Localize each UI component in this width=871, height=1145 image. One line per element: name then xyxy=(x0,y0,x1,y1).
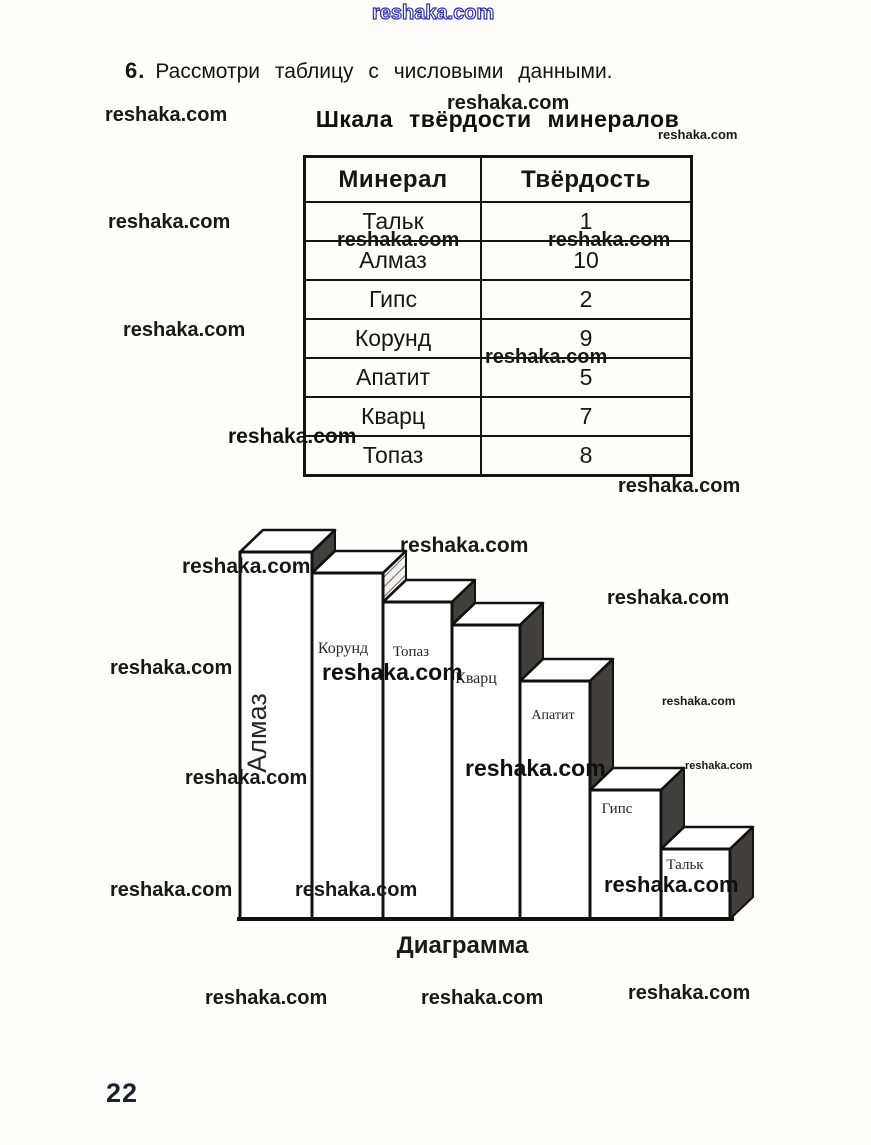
bar-label: Топаз xyxy=(393,644,429,660)
table-row: Кварц 7 xyxy=(306,396,690,435)
watermark: reshaka.com xyxy=(228,425,357,448)
diagram-bar-0 xyxy=(238,528,337,921)
mineral-cell: Гипс xyxy=(306,281,482,318)
watermark: reshaka.com xyxy=(123,319,246,341)
hardness-cell: 10 xyxy=(573,247,599,273)
hardness-cell: 5 xyxy=(579,364,593,390)
mineral-cell: Кварц xyxy=(306,398,482,435)
watermark: reshaka.com xyxy=(618,475,741,497)
task-header: 6. Рассмотри таблицу с числовыми данными. xyxy=(125,58,685,84)
hardness-cell: 1 xyxy=(579,208,593,234)
bar-label: Апатит xyxy=(531,708,574,723)
bar-label: Корунд xyxy=(318,640,368,657)
watermark: reshaka.com xyxy=(628,982,751,1004)
watermark: reshaka.com xyxy=(322,659,463,685)
watermark: reshaka.com xyxy=(110,657,233,679)
mineral-cell: Алмаз xyxy=(306,242,482,279)
watermark: reshaka.com xyxy=(105,104,228,126)
column-header-hardness: Твёрдость xyxy=(521,165,651,193)
watermark: reshaka.com xyxy=(205,987,328,1009)
diagram-bar-1 xyxy=(310,549,408,921)
mineral-cell: Апатит xyxy=(306,359,482,396)
watermark: reshaka.com xyxy=(110,879,233,901)
watermark: reshaka.com xyxy=(337,229,460,251)
mineral-hardness-table: Минерал Твёрдость Тальк 1 Алмаз 10 Гипс 2 Кору… xyxy=(303,155,693,477)
watermark: reshaka.com xyxy=(607,587,730,609)
watermark: reshaka.com xyxy=(548,229,671,251)
table-row: Корунд 9 xyxy=(306,318,690,357)
table-row: Алмаз 10 xyxy=(306,240,690,279)
mineral-cell: Топаз xyxy=(306,437,482,474)
watermark: reshaka.com xyxy=(421,987,544,1009)
watermark: reshaka.com xyxy=(485,346,608,368)
task-number: 6. xyxy=(125,58,146,83)
mineral-cell: Корунд xyxy=(306,320,482,357)
table-row: Топаз 8 xyxy=(306,435,690,474)
hardness-cell: 9 xyxy=(579,325,593,351)
watermark: reshaka.com xyxy=(685,760,753,772)
column-header-mineral: Минерал xyxy=(306,158,482,201)
mineral-cell: Тальк xyxy=(306,203,482,240)
table-row: Апатит 5 xyxy=(306,357,690,396)
watermark: reshaka.com xyxy=(400,534,529,557)
diagram-bar-2 xyxy=(381,578,477,921)
hardness-cell: 8 xyxy=(579,442,593,468)
hardness-cell: 7 xyxy=(579,403,593,429)
table-row: Тальк 1 xyxy=(306,201,690,240)
bar-label: Гипс xyxy=(602,801,633,817)
diagram-bar-4 xyxy=(518,657,615,921)
watermark: reshaka.com xyxy=(185,767,308,789)
diagram-caption: Диаграмма xyxy=(396,932,529,959)
watermark: reshaka.com xyxy=(604,872,739,897)
hardness-cell: 2 xyxy=(579,286,593,312)
table-row: Гипс 2 xyxy=(306,279,690,318)
watermark: reshaka.com xyxy=(182,555,311,578)
watermark: reshaka.com xyxy=(447,92,570,114)
bar-label: Тальк xyxy=(666,857,704,873)
table-title: Шкала твёрдости минералов xyxy=(315,106,680,132)
bar-label: Алмаз xyxy=(242,693,272,772)
watermark: reshaka.com xyxy=(658,127,738,142)
watermark: reshaka.com xyxy=(108,211,231,233)
watermark: reshaka.com xyxy=(371,2,495,24)
page-number: 22 xyxy=(106,1078,139,1108)
watermark: reshaka.com xyxy=(662,694,736,708)
table-header-row: Минерал Твёрдость xyxy=(306,158,690,201)
task-text: Рассмотри таблицу с числовыми данными. xyxy=(155,60,613,83)
table-body: Тальк 1 Алмаз 10 Гипс 2 Корунд 9 Апатит 5 Кварц 7 То… xyxy=(306,201,690,474)
watermark: reshaka.com xyxy=(465,755,606,781)
watermark: reshaka.com xyxy=(295,879,418,901)
